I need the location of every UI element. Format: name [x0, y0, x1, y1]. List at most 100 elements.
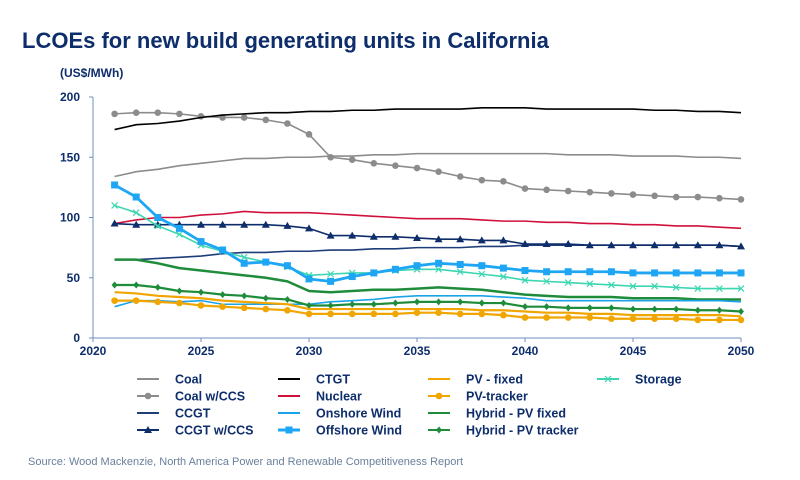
data-point-coal-w-ccs	[672, 193, 680, 201]
data-point-pv-tracker	[629, 315, 637, 323]
data-point-coal-w-ccs	[413, 164, 421, 172]
data-point-ccgt-w-ccs	[737, 242, 745, 250]
legend-label-nuclear: Nuclear	[316, 390, 362, 404]
data-point-ccgt-w-ccs	[132, 220, 141, 228]
data-point-offshore-wind	[370, 269, 378, 277]
x-tick-label: 2030	[296, 344, 323, 358]
data-point-coal-w-ccs	[348, 156, 356, 163]
data-point-offshore-wind	[694, 269, 702, 277]
data-point-coal-w-ccs	[132, 109, 140, 116]
data-point-storage	[737, 285, 745, 293]
data-point-pv-tracker	[284, 306, 291, 314]
series-line-nuclear	[114, 210, 742, 230]
data-point-pv-tracker	[543, 314, 550, 321]
data-point-pv-tracker	[240, 304, 248, 312]
data-point-coal-w-ccs	[500, 178, 507, 185]
data-point-pv-tracker	[219, 303, 226, 310]
data-point-ccgt-w-ccs	[391, 232, 400, 240]
data-point-ccgt-w-ccs	[240, 220, 249, 228]
data-point-offshore-wind	[607, 268, 615, 276]
data-point-offshore-wind	[391, 265, 399, 273]
data-point-storage	[154, 222, 162, 230]
data-point-ccgt-w-ccs	[261, 220, 270, 228]
data-point-ccgt-w-ccs	[585, 241, 594, 249]
data-point-hybrid-pv-tracker	[738, 307, 744, 315]
data-point-storage	[175, 230, 183, 238]
x-tick-label: 2050	[728, 344, 755, 358]
data-point-coal-w-ccs	[586, 188, 594, 196]
data-point-offshore-wind	[586, 268, 594, 276]
legend-label-pv-tracker: PV-tracker	[466, 390, 528, 404]
data-point-ccgt-w-ccs	[413, 233, 421, 241]
legend-label-ccgt: CCGT	[175, 407, 211, 421]
data-point-pv-tracker	[197, 302, 205, 309]
data-point-hybrid-pv-tracker	[262, 294, 269, 302]
series-line-storage	[114, 204, 741, 290]
data-point-ccgt-w-ccs	[197, 220, 205, 228]
data-point-storage	[651, 282, 659, 290]
data-point-coal-w-ccs	[111, 110, 118, 118]
x-tick-label: 2045	[620, 344, 647, 358]
data-point-hybrid-pv-tracker	[306, 301, 312, 309]
data-point-ccgt-w-ccs	[477, 236, 486, 244]
data-point-offshore-wind	[651, 269, 659, 277]
data-point-ccgt-w-ccs	[693, 241, 702, 249]
data-point-pv-tracker	[737, 316, 745, 324]
data-point-hybrid-pv-tracker	[500, 299, 507, 307]
data-point-ccgt-w-ccs	[499, 236, 508, 244]
data-point-ccgt-w-ccs	[369, 232, 378, 240]
data-point-storage	[521, 276, 529, 284]
data-point-pv-tracker	[413, 309, 421, 316]
data-point-storage	[499, 273, 507, 280]
data-point-storage	[111, 202, 119, 209]
data-point-pv-tracker	[327, 310, 334, 318]
x-tick-label: 2020	[80, 344, 107, 358]
data-point-offshore-wind	[543, 268, 551, 276]
data-point-hybrid-pv-tracker	[673, 305, 680, 313]
data-point-pv-tracker	[111, 297, 118, 304]
data-point-hybrid-pv-tracker	[565, 304, 572, 312]
legend-label-onshore-wind: Onshore Wind	[316, 407, 401, 421]
data-point-coal-w-ccs	[392, 162, 399, 169]
data-point-pv-tracker	[672, 315, 680, 323]
legend-label-offshore-wind: Offshore Wind	[316, 424, 402, 438]
data-point-hybrid-pv-tracker	[457, 298, 464, 306]
data-point-offshore-wind	[132, 193, 140, 201]
data-point-hybrid-pv-tracker	[716, 306, 723, 314]
data-point-hybrid-pv-tracker	[176, 287, 183, 295]
legend-marker-coal-w-ccs	[144, 392, 152, 400]
data-point-pv-tracker	[132, 297, 140, 304]
data-point-pv-tracker	[348, 310, 356, 318]
data-point-ccgt-w-ccs	[715, 241, 724, 249]
data-point-pv-tracker	[500, 311, 507, 319]
data-point-offshore-wind	[348, 273, 356, 281]
data-point-offshore-wind	[672, 269, 680, 277]
data-point-hybrid-pv-tracker	[586, 304, 593, 312]
data-point-offshore-wind	[305, 275, 313, 283]
data-point-ccgt-w-ccs	[326, 231, 335, 239]
data-point-storage	[327, 270, 335, 278]
legend-marker-pv-tracker	[435, 392, 443, 400]
chart-title: LCOEs for new build generating units in …	[22, 28, 549, 53]
data-point-coal-w-ccs	[608, 190, 615, 197]
data-point-coal-w-ccs	[737, 196, 745, 203]
y-tick-label: 0	[73, 331, 80, 345]
data-point-pv-tracker	[651, 315, 658, 323]
data-point-pv-tracker	[176, 299, 183, 307]
data-point-offshore-wind	[197, 238, 205, 246]
data-point-ccgt-w-ccs	[218, 220, 227, 228]
legend-label-ccgt-w-ccs: CCGT w/CCS	[175, 424, 253, 438]
data-point-coal-w-ccs	[370, 159, 378, 167]
data-point-hybrid-pv-tracker	[327, 301, 334, 309]
data-point-pv-tracker	[694, 316, 702, 324]
data-point-coal-w-ccs	[284, 120, 291, 127]
legend-marker-offshore-wind	[285, 426, 293, 434]
data-point-coal-w-ccs	[305, 131, 313, 138]
series-line-ctgt	[114, 107, 742, 131]
data-point-offshore-wind	[521, 267, 529, 275]
data-point-coal-w-ccs	[262, 116, 270, 124]
data-point-hybrid-pv-tracker	[414, 298, 420, 306]
data-point-pv-tracker	[435, 309, 442, 316]
y-tick-label: 50	[67, 271, 81, 285]
data-point-hybrid-pv-tracker	[111, 281, 118, 289]
